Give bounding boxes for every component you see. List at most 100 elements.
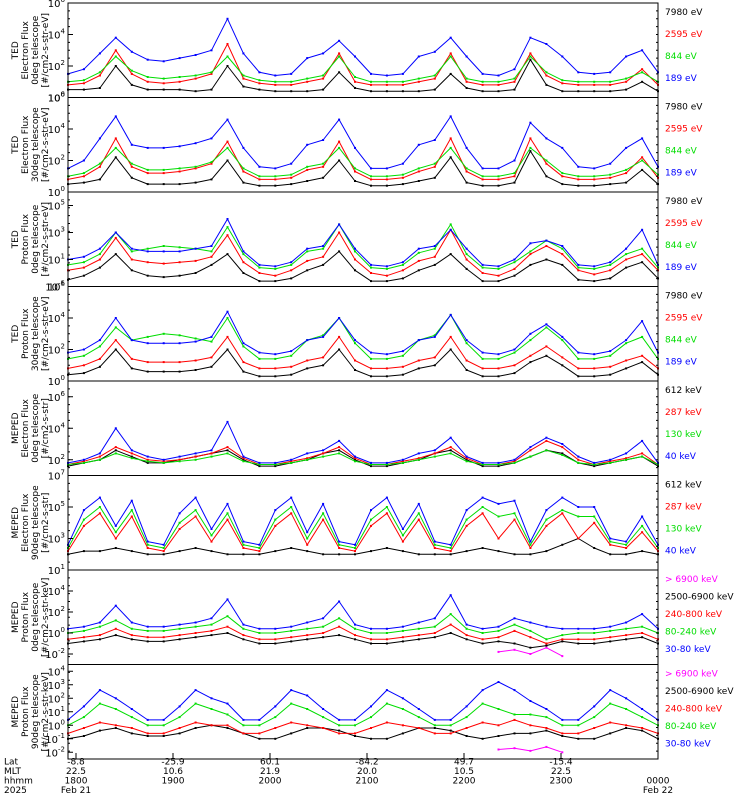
panel-6-series-2-point <box>498 538 500 540</box>
panel-5-series-4-point <box>195 452 197 454</box>
panel-4-series-4-point <box>498 353 500 355</box>
panel-7-series-2-point <box>370 643 372 645</box>
panel-1-series-3-point <box>163 78 165 80</box>
panel-2-series-1-point <box>306 180 308 182</box>
panel-7-series-5-point <box>498 626 500 628</box>
panel-3-series-2-point <box>258 272 260 274</box>
panel-8-series-2-point <box>354 735 356 737</box>
panel-3-series-2-point <box>370 272 372 274</box>
panel-5-series-4-point <box>514 459 516 461</box>
panel-1-series-1-point <box>609 90 611 92</box>
panel-3-series-3-point <box>529 250 531 252</box>
panel-8-series-2-point <box>115 727 117 729</box>
panel-8-series-2-point <box>561 735 563 737</box>
panel-3-series-4-point <box>545 240 547 242</box>
panel-3-series-2-point <box>482 272 484 274</box>
panel-8-series-2-point <box>290 732 292 734</box>
panel-7-series-4-point <box>514 624 516 626</box>
panel-2-series-1-point <box>625 182 627 184</box>
panel-4-series-1-point <box>434 364 436 366</box>
panel-3-series-4-point <box>290 261 292 263</box>
panel-3-series-3-point <box>402 264 404 266</box>
panel-7-series-4-point <box>99 626 101 628</box>
panel-3-series-1-point <box>354 269 356 271</box>
panel-4-series-2-point <box>609 366 611 368</box>
panel-5-series-3-point <box>545 449 547 451</box>
panel-4-series-2-point <box>99 358 101 360</box>
panel-8-series-3-point <box>131 727 133 729</box>
xtick-hhmm-label: 0000 <box>647 777 670 787</box>
panel-2-series-4-line <box>68 116 658 168</box>
panel-1-series-2-point <box>386 84 388 86</box>
panel-4-series-2-point <box>306 360 308 362</box>
panel-6-series-2-point <box>402 541 404 543</box>
panel-6-series-4-point <box>99 497 101 499</box>
panel-3-series-2-point <box>163 263 165 265</box>
xtick-mlt-label: 20.0 <box>357 767 377 777</box>
panel-4-series-2-point <box>641 355 643 357</box>
panel-8-series-4-point <box>306 708 308 710</box>
panel-6-series-3-point <box>99 506 101 508</box>
panel-6-series-4-point <box>306 531 308 533</box>
panel-5-series-4-point <box>498 462 500 464</box>
panel-8-series-3-point <box>641 727 643 729</box>
panel-4-series-1-point <box>195 369 197 371</box>
panel-2-series-2-point <box>322 166 324 168</box>
panel-3-series-4-point <box>115 232 117 234</box>
panel-8-series-3-point <box>561 732 563 734</box>
panel-4-series-1-point <box>99 366 101 368</box>
panel-3-series-4-point <box>338 223 340 225</box>
panel-3-series-3-point <box>163 245 165 247</box>
panel-4-series-4-point <box>195 341 197 343</box>
panel-3-series-3-point <box>306 250 308 252</box>
panel-7-series-2-point <box>529 647 531 649</box>
xtick-hhmm-label: 2000 <box>259 777 282 787</box>
panel-2-series-1-point <box>434 177 436 179</box>
panel-5-series-3-point <box>561 454 563 456</box>
panel-1-series-3-point <box>498 81 500 83</box>
panel-6-series-1-point <box>163 553 165 555</box>
panel-8-series-4-point <box>641 716 643 718</box>
panel-8-series-4-point <box>386 703 388 705</box>
panel-1-series-1-point <box>545 84 547 86</box>
panel-3-series-4-point <box>195 248 197 250</box>
panel-5-series-4-point <box>434 449 436 451</box>
panel-7-series-2-point <box>274 643 276 645</box>
panel-3-ylabel: TEDProton Flux0deg telescope[#/cm2-s-str… <box>11 202 51 277</box>
panel-3-series-3-point <box>434 248 436 250</box>
panel-1-series-1-point <box>195 90 197 92</box>
panel-7-series-3-point <box>83 636 85 638</box>
panel-3-series-1-point <box>322 264 324 266</box>
panel-2-series-1-point <box>450 156 452 158</box>
panel-4-series-3-point <box>625 342 627 344</box>
panel-5-series-4-point <box>354 456 356 458</box>
panel-4-series-1-point <box>338 349 340 351</box>
panel-7-series-4-point <box>625 628 627 630</box>
panel-1-series-3-point <box>466 78 468 80</box>
panel-7-series-3-point <box>211 630 213 632</box>
panel-3-series-3-point <box>211 250 213 252</box>
panel-2-series-4-point <box>83 160 85 162</box>
panel-2-series-4-point <box>625 147 627 149</box>
panel-6-series-2-point <box>338 547 340 549</box>
panel-3-series-2-point <box>514 268 516 270</box>
panel-5-series-2-point <box>545 440 547 442</box>
panel-1-series-2-point <box>131 73 133 75</box>
xtick-hhmm-label: 2100 <box>356 777 379 787</box>
panel-4-series-1-point <box>306 367 308 369</box>
panel-1-series-1-point <box>641 81 643 83</box>
panel-6-series-3-point <box>370 519 372 521</box>
panel-7-series-4-point <box>577 632 579 634</box>
panel-1-series-1-point <box>577 90 579 92</box>
panel-1-series-3-point <box>593 81 595 83</box>
panel-4-series-3-point <box>195 338 197 340</box>
panel-3-series-4-point <box>593 265 595 267</box>
panel-7-series-4-point <box>593 632 595 634</box>
panel-3-series-2-point <box>242 261 244 263</box>
panel-8-series-3-point <box>99 722 101 724</box>
panel-1-series-1-point <box>466 87 468 89</box>
panel-7-series-3-point <box>131 634 133 636</box>
panel-6-series-4-point <box>641 516 643 518</box>
panel-5-series-3-point <box>115 452 117 454</box>
panel-1-series-2-point <box>609 84 611 86</box>
